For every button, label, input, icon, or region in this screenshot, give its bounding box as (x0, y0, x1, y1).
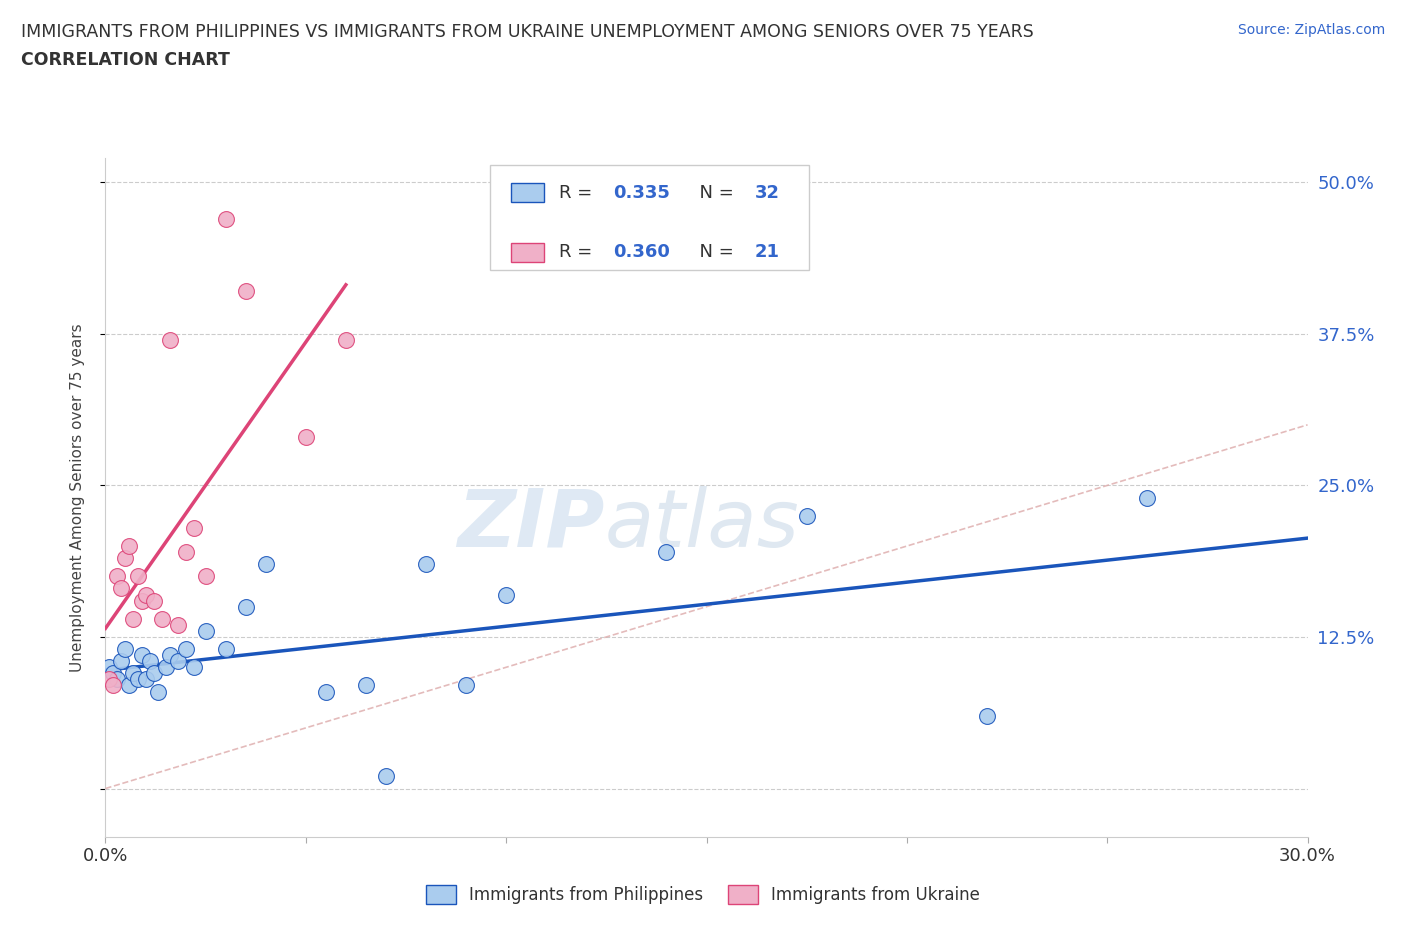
Point (155, 660, 177, 675)
Point (174, 545, 197, 560)
Point (495, 587, 517, 602)
Point (295, 430, 318, 445)
Point (138, 654, 160, 669)
Text: 0.335: 0.335 (613, 184, 669, 202)
Point (235, 284, 257, 299)
Text: 32: 32 (755, 184, 779, 202)
Text: 21: 21 (755, 244, 779, 261)
Text: N =: N = (689, 184, 740, 202)
FancyBboxPatch shape (510, 243, 544, 262)
Text: CORRELATION CHART: CORRELATION CHART (21, 51, 231, 69)
Point (174, 642, 197, 657)
Point (107, 569, 129, 584)
FancyBboxPatch shape (491, 165, 808, 270)
Point (214, 642, 236, 657)
Point (103, 678, 125, 693)
Text: Source: ZipAtlas.com: Source: ZipAtlas.com (1237, 23, 1385, 37)
Legend: Immigrants from Philippines, Immigrants from Ukraine: Immigrants from Philippines, Immigrants … (418, 876, 988, 912)
Point (194, 623, 217, 638)
Point (142, 666, 165, 681)
FancyBboxPatch shape (510, 183, 544, 202)
Point (118, 678, 141, 693)
Point (135, 587, 157, 602)
Point (98, 672, 121, 687)
Point (655, 545, 678, 560)
Point (135, 672, 157, 687)
Point (214, 211, 236, 226)
Point (110, 654, 132, 669)
Point (374, 769, 398, 784)
Point (98, 660, 121, 675)
Text: R =: R = (558, 184, 598, 202)
Text: R =: R = (558, 244, 598, 261)
Point (150, 611, 173, 626)
Y-axis label: Unemployment Among Seniors over 75 years: Unemployment Among Seniors over 75 years (70, 324, 84, 671)
Point (114, 642, 136, 657)
Point (194, 569, 217, 584)
Point (183, 521, 205, 536)
Point (335, 333, 357, 348)
Point (131, 647, 153, 662)
Point (122, 666, 145, 681)
Text: atlas: atlas (605, 485, 799, 564)
Point (118, 538, 141, 553)
Point (796, 509, 818, 524)
Point (107, 672, 129, 687)
Point (131, 593, 153, 608)
Point (122, 611, 145, 626)
Text: ZIP: ZIP (457, 485, 605, 564)
Point (114, 551, 136, 565)
Point (354, 678, 377, 693)
Text: IMMIGRANTS FROM PHILIPPINES VS IMMIGRANTS FROM UKRAINE UNEMPLOYMENT AMONG SENIOR: IMMIGRANTS FROM PHILIPPINES VS IMMIGRANT… (21, 23, 1033, 41)
Point (315, 684, 337, 699)
Point (254, 557, 277, 572)
Point (159, 647, 181, 662)
Point (142, 593, 165, 608)
Point (127, 672, 149, 687)
Point (183, 660, 205, 675)
Point (1136, 490, 1159, 505)
Point (976, 709, 998, 724)
Point (166, 654, 188, 669)
Text: 0.360: 0.360 (613, 244, 669, 261)
Point (235, 599, 257, 614)
Text: N =: N = (689, 244, 740, 261)
Point (159, 333, 181, 348)
Point (110, 581, 132, 596)
Point (454, 678, 477, 693)
Point (103, 666, 125, 681)
Point (127, 569, 149, 584)
Point (166, 618, 188, 632)
Point (415, 557, 437, 572)
Point (146, 684, 169, 699)
